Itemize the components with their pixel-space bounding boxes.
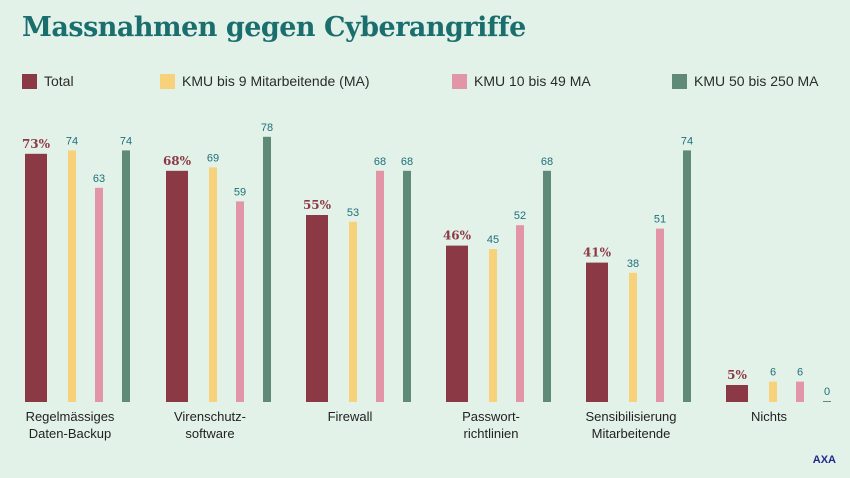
bar-kmu-10-49 [236,201,244,402]
category-label-backup: Regelmässiges Daten-Backup [0,408,140,442]
bar-kmu-bis-9 [769,381,777,402]
bar-kmu-50-250 [683,150,691,402]
category-label-line: richtlinien [463,426,519,441]
bar-kmu-50-250 [122,150,130,402]
legend-label-total: Total [44,73,74,89]
category-label-virenschutz: Virenschutz- software [140,408,280,442]
data-label-kmu-bis-9: 6 [770,367,776,379]
data-label-kmu-bis-9: 74 [66,135,78,147]
category-label-line: Sensibilisierung [585,409,677,424]
data-label-kmu-bis-9: 69 [207,152,219,164]
legend-label-kmu-10-49: KMU 10 bis 49 MA [474,73,591,89]
bar-kmu-bis-9 [629,272,637,402]
bar-kmu-10-49 [656,228,664,402]
bar-kmu-50-250 [823,401,831,402]
category-label-nichts: Nichts [699,408,839,425]
data-label-total: 73% [22,137,51,151]
bar-kmu-10-49 [376,170,384,402]
legend-item-kmu-50-250: KMU 50 bis 250 MA [672,71,819,91]
legend-item-kmu-10-49: KMU 10 bis 49 MA [452,71,591,91]
data-label-kmu-10-49: 51 [654,214,666,226]
data-label-kmu-50-250: 0 [824,386,830,398]
data-label-kmu-bis-9: 45 [487,234,499,246]
category-label-line: Mitarbeitende [591,426,671,441]
bar-kmu-bis-9 [68,150,76,402]
legend-label-kmu-bis-9: KMU bis 9 Mitarbeitende (MA) [182,73,370,89]
category-label-firewall: Firewall [280,408,420,425]
data-label-total: 5% [727,368,747,382]
bar-kmu-50-250 [403,170,411,402]
data-label-total: 46% [443,229,472,243]
bar-kmu-50-250 [543,170,551,402]
category-label-line: Firewall [327,409,373,424]
bar-kmu-10-49 [95,187,103,402]
data-label-kmu-50-250: 68 [541,156,553,168]
bar-total [306,215,328,402]
bar-total [726,385,748,402]
legend-swatch-total [22,73,37,89]
data-label-total: 55% [303,198,332,212]
data-label-kmu-50-250: 74 [120,135,132,147]
legend-label-kmu-50-250: KMU 50 bis 250 MA [694,73,819,89]
bar-total [166,170,188,402]
category-label-line: software [185,426,235,441]
bar-kmu-bis-9 [209,167,217,402]
bar-total [446,245,468,402]
category-label-line: Passwort- [462,409,520,424]
bar-total [586,262,608,402]
data-label-kmu-10-49: 68 [374,156,386,168]
category-label-line: Virenschutz- [173,409,246,424]
category-label-line: Regelmässiges [25,409,115,424]
category-label-line: Daten-Backup [28,426,112,441]
legend-item-total: Total [22,71,74,91]
data-label-kmu-bis-9: 38 [627,258,639,270]
data-label-kmu-10-49: 63 [93,173,105,185]
bar-kmu-10-49 [516,225,524,402]
data-label-kmu-10-49: 6 [797,367,803,379]
data-label-kmu-10-49: 59 [234,186,246,198]
category-label-line: Nichts [750,409,788,424]
legend-swatch-kmu-bis-9 [160,73,175,89]
bar-kmu-bis-9 [489,249,497,402]
data-label-total: 68% [163,154,192,168]
bar-total [25,153,47,402]
bar-kmu-10-49 [796,381,804,402]
data-label-kmu-10-49: 52 [514,210,526,222]
data-label-total: 41% [583,246,612,260]
data-label-kmu-50-250: 68 [401,156,413,168]
chart-title: Massnahmen gegen Cyberangriffe [22,12,526,43]
legend-swatch-kmu-50-250 [672,73,687,89]
legend-item-kmu-bis-9: KMU bis 9 Mitarbeitende (MA) [160,71,370,91]
data-label-kmu-bis-9: 53 [347,207,359,219]
category-label-sensibilisierung: Sensibilisierung Mitarbeitende [561,408,701,442]
data-label-kmu-50-250: 78 [261,122,273,134]
category-label-passwort: Passwort- richtlinien [421,408,561,442]
bar-kmu-50-250 [263,136,271,403]
bar-kmu-bis-9 [349,221,357,402]
data-label-kmu-50-250: 74 [681,135,693,147]
source-label: AXA [812,454,836,466]
legend-swatch-kmu-10-49 [452,73,467,89]
